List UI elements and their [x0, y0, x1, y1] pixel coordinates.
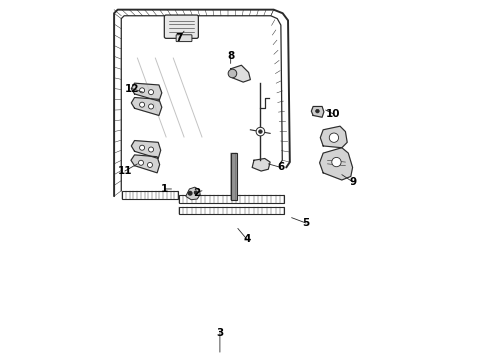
Circle shape [147, 162, 152, 167]
Circle shape [332, 157, 341, 167]
Polygon shape [131, 83, 162, 101]
Circle shape [140, 88, 145, 93]
Text: 6: 6 [277, 162, 285, 172]
Circle shape [316, 109, 319, 113]
Polygon shape [252, 158, 270, 171]
Polygon shape [131, 98, 162, 116]
Text: 1: 1 [161, 184, 168, 194]
Text: 11: 11 [118, 166, 132, 176]
Text: 4: 4 [243, 234, 250, 244]
Circle shape [140, 102, 145, 107]
Circle shape [140, 145, 145, 150]
Text: 2: 2 [193, 188, 200, 198]
Text: 3: 3 [216, 328, 223, 338]
Circle shape [188, 192, 192, 195]
Polygon shape [320, 126, 347, 148]
Text: 9: 9 [349, 177, 356, 187]
FancyBboxPatch shape [176, 35, 192, 41]
Circle shape [139, 160, 144, 165]
FancyBboxPatch shape [164, 15, 198, 39]
Circle shape [195, 191, 197, 194]
Bar [179, 207, 285, 214]
Polygon shape [231, 65, 250, 82]
Circle shape [148, 104, 153, 109]
Text: 12: 12 [125, 84, 139, 94]
Bar [122, 191, 178, 199]
Polygon shape [186, 187, 200, 200]
Text: 8: 8 [227, 51, 234, 61]
Circle shape [259, 130, 262, 134]
Polygon shape [131, 155, 160, 173]
Bar [179, 195, 285, 203]
Text: 10: 10 [326, 109, 340, 119]
Polygon shape [319, 148, 353, 180]
Text: 5: 5 [302, 218, 310, 228]
Circle shape [329, 133, 339, 142]
Polygon shape [311, 107, 324, 117]
Circle shape [148, 147, 153, 152]
Circle shape [256, 127, 265, 136]
Circle shape [148, 90, 153, 95]
Bar [231, 153, 237, 200]
Circle shape [228, 69, 237, 78]
Text: 7: 7 [175, 33, 182, 43]
Polygon shape [131, 140, 161, 158]
